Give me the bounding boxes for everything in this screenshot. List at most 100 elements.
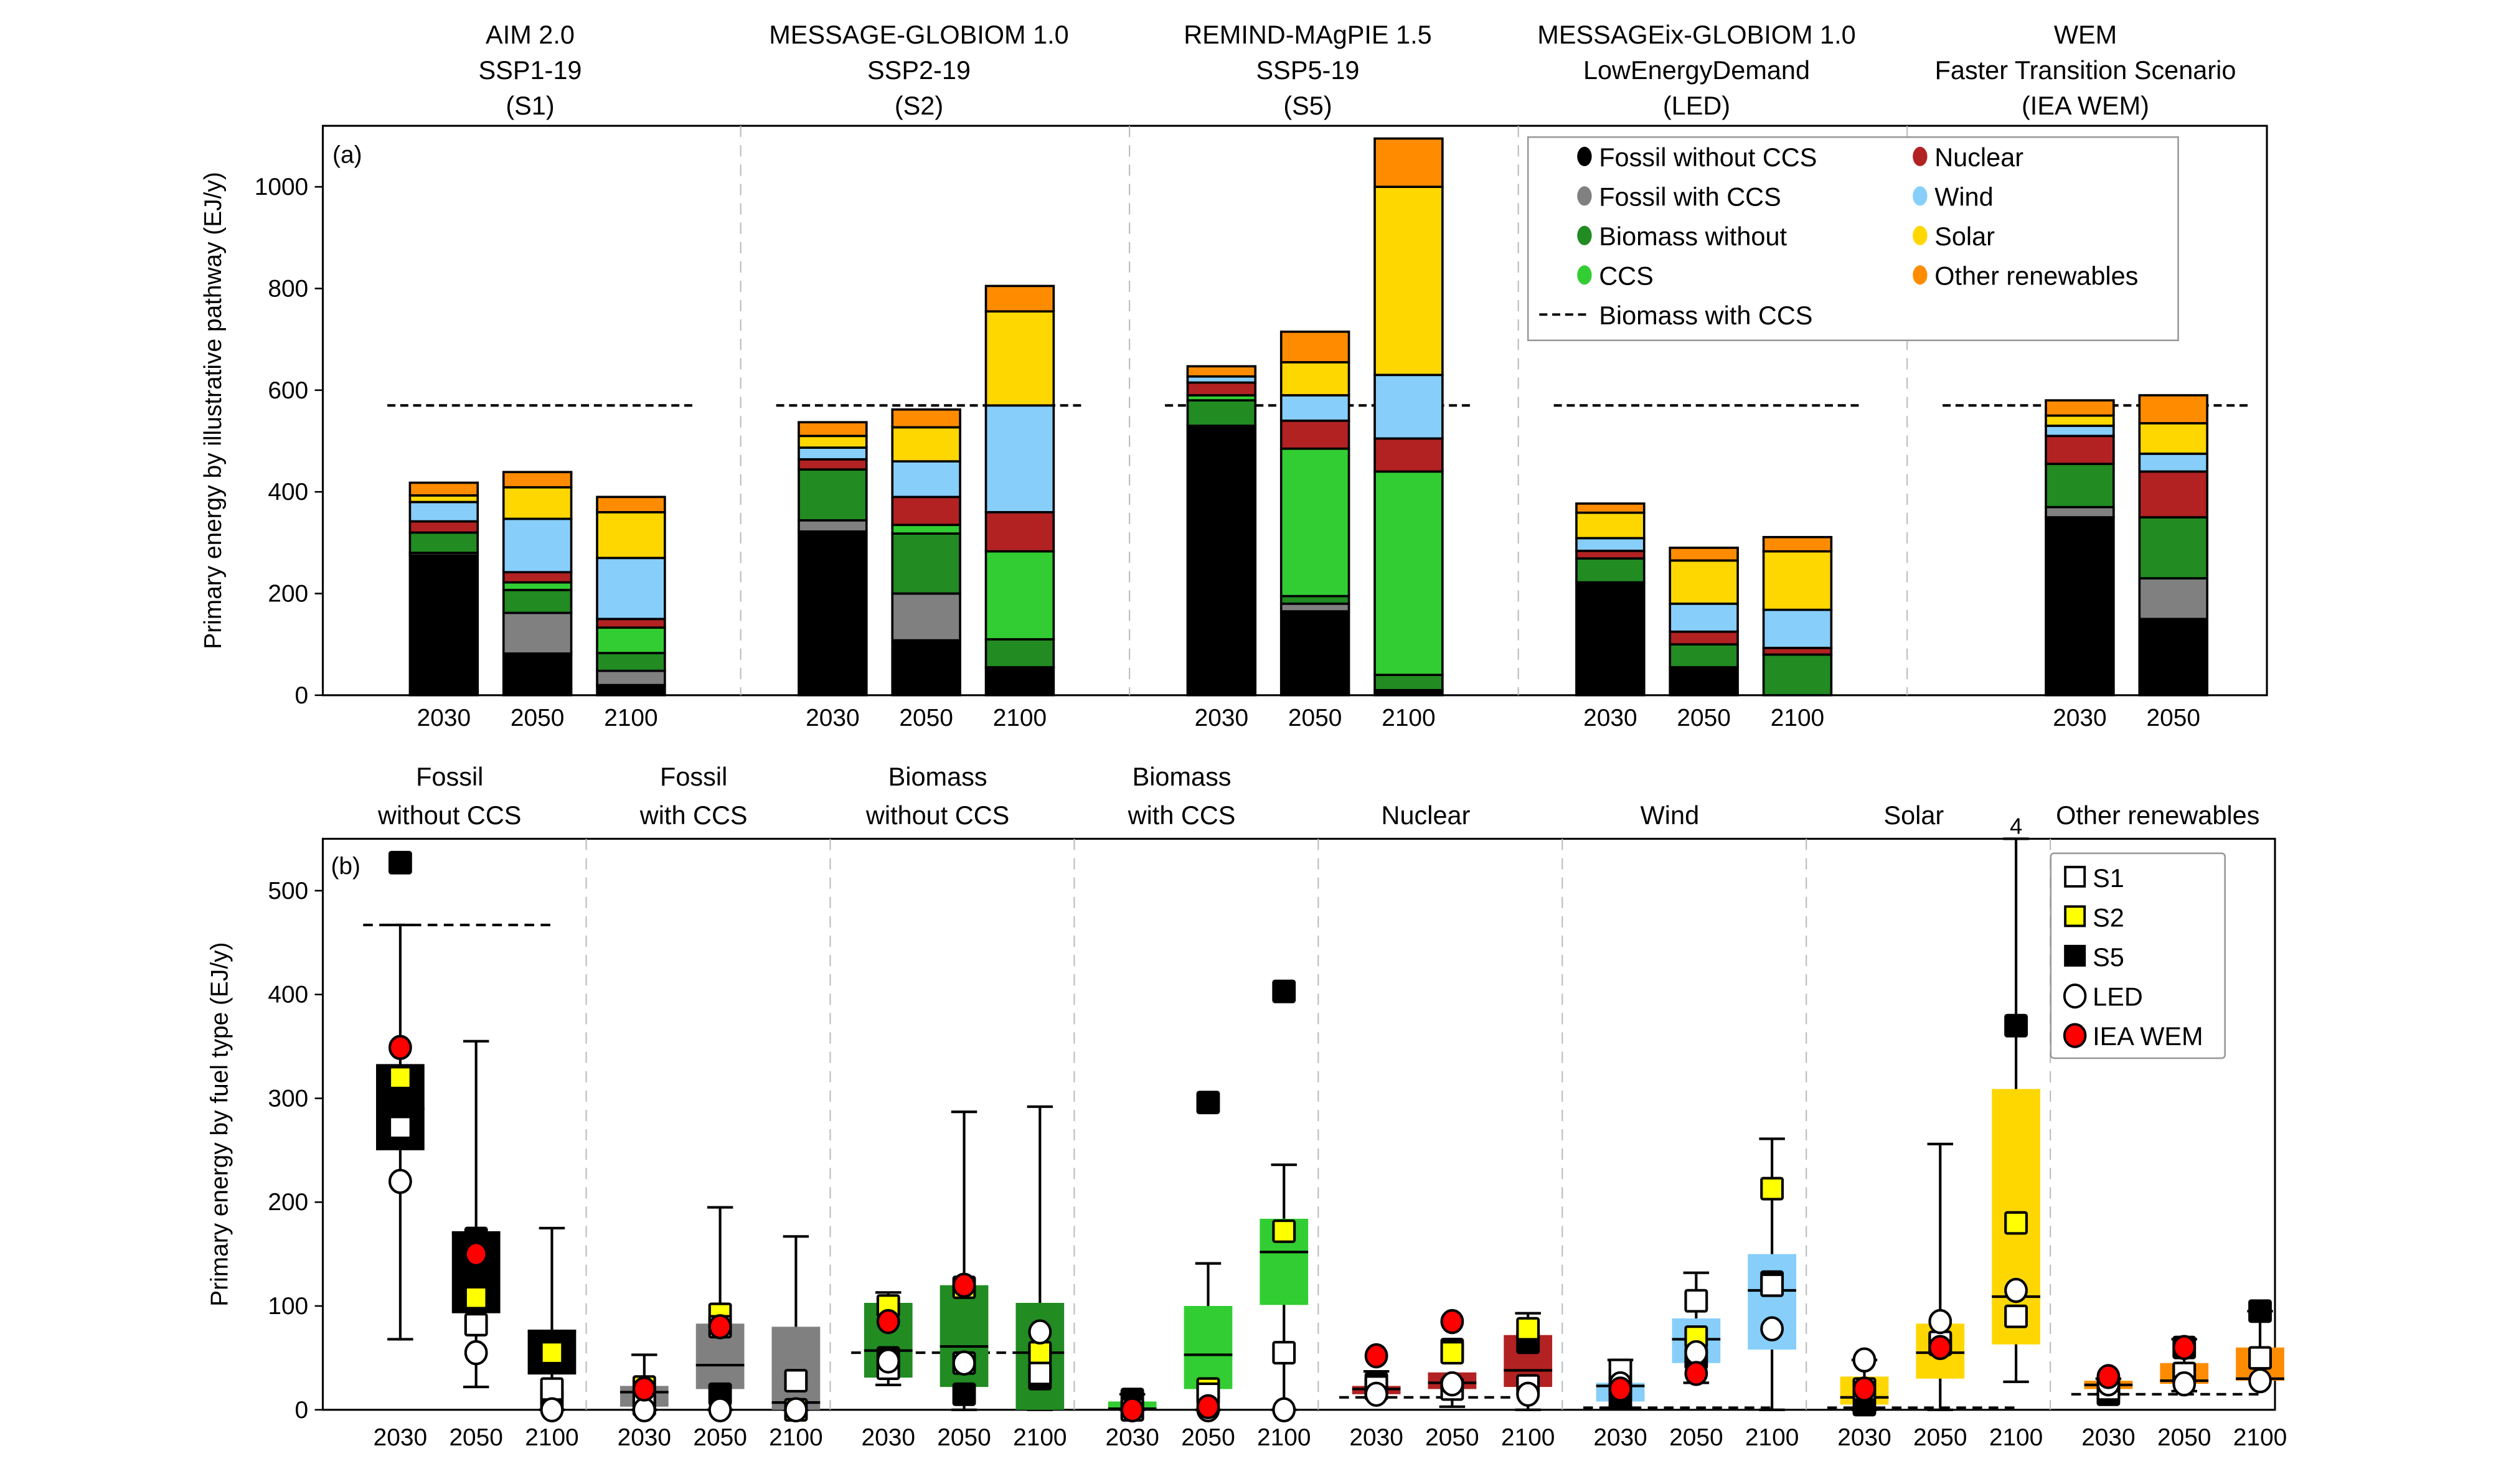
x-tick-label-a: 2030 xyxy=(2053,705,2106,731)
bar-segment-bio_ccs xyxy=(1279,447,1350,598)
legend-label-a: CCS xyxy=(1599,261,1654,290)
legend-label-a: Fossil with CCS xyxy=(1599,182,1781,211)
bar-segment-nuclear xyxy=(596,618,666,629)
legend-label-b: S1 xyxy=(2093,863,2124,893)
legend-marker-icon xyxy=(2064,905,2086,928)
group-title-a: Faster Transition Scenario xyxy=(1935,55,2236,85)
marker-s1 xyxy=(540,1377,564,1401)
x-tick-label-a: 2050 xyxy=(511,705,564,731)
bar-segment-bio_no_ccs xyxy=(798,468,868,522)
bar-segment-bio_no_ccs xyxy=(1762,653,1833,697)
marker-led xyxy=(1272,1397,1296,1423)
marker-wem xyxy=(1440,1308,1464,1335)
x-tick-label-a: 2050 xyxy=(1288,705,1342,731)
marker-led xyxy=(952,1350,976,1376)
x-tick-label-b: 2100 xyxy=(1501,1424,1555,1451)
panel-label-a: (a) xyxy=(332,142,362,169)
group-title-a: MESSAGE-GLOBIOM 1.0 xyxy=(769,20,1068,49)
bar-segment-other xyxy=(596,495,666,514)
bar-segment-other xyxy=(891,408,961,429)
x-tick-label-a: 2050 xyxy=(2146,705,2200,731)
bar-segment-wind xyxy=(2138,453,2208,473)
y-tick-label-b: 0 xyxy=(295,1397,309,1424)
y-tick-label-b: 200 xyxy=(268,1189,308,1216)
y-tick-label-a: 800 xyxy=(268,275,308,302)
bar-segment-solar xyxy=(1575,511,1646,540)
legend-label-b: S5 xyxy=(2093,942,2124,972)
off-scale-annotation: 4 xyxy=(2010,814,2022,839)
marker-led xyxy=(1516,1381,1540,1407)
category-title-b: with CCS xyxy=(639,801,748,830)
x-tick-label-a: 2100 xyxy=(1771,705,1824,731)
legend-dot-icon xyxy=(1577,265,1592,285)
legend-label-b: S2 xyxy=(2093,903,2124,932)
bar-segment-solar xyxy=(891,426,961,463)
legend-dot-icon xyxy=(1913,265,1928,285)
x-tick-label-b: 2050 xyxy=(1913,1424,1967,1451)
marker-s2 xyxy=(1272,1219,1296,1243)
bar-segment-fossil_ccs xyxy=(2138,577,2208,621)
group-title-a: SSP2-19 xyxy=(867,55,971,85)
marker-s1 xyxy=(1028,1361,1052,1386)
bar-segment-nuclear xyxy=(2045,434,2115,466)
bar-segment-bio_no_ccs xyxy=(984,638,1055,669)
legend-label-a: Solar xyxy=(1934,222,1995,251)
bar-segment-solar xyxy=(1762,550,1833,611)
marker-wem xyxy=(876,1308,900,1335)
marker-s2 xyxy=(1516,1317,1540,1341)
bar-segment-other xyxy=(1575,502,1646,514)
y-tick-label-a: 0 xyxy=(295,682,309,709)
legend-dot-icon xyxy=(1913,225,1928,245)
bar-segment-fossil_no_ccs xyxy=(2138,618,2208,697)
bar-segment-solar xyxy=(1373,186,1444,377)
bar-segment-wind xyxy=(408,500,479,523)
bar-segment-bio_no_ccs xyxy=(1575,557,1646,584)
legend-label-a: Fossil without CCS xyxy=(1599,143,1817,172)
x-tick-label-b: 2050 xyxy=(1425,1424,1479,1451)
y-axis-label-b: Primary energy by fuel type (EJ/y) xyxy=(207,942,233,1307)
bar-segment-solar xyxy=(596,511,666,560)
bar-segment-nuclear xyxy=(502,571,573,584)
bar-segment-fossil_ccs xyxy=(798,519,868,533)
group-title-a: (S2) xyxy=(895,91,943,120)
x-tick-label-b: 2030 xyxy=(862,1424,915,1451)
bar-segment-fossil_ccs xyxy=(1279,603,1350,613)
legend-b xyxy=(2050,852,2226,1059)
bar-segment-other xyxy=(502,471,573,489)
group-title-a: MESSAGEix-GLOBIOM 1.0 xyxy=(1537,20,1855,49)
marker-led xyxy=(540,1397,564,1423)
bar-segment-solar xyxy=(798,434,868,449)
marker-s2 xyxy=(1440,1341,1464,1364)
category-title-b: without CCS xyxy=(865,801,1009,830)
marker-led xyxy=(1852,1347,1877,1373)
bar-segment-solar xyxy=(2045,414,2115,427)
bar-segment-other xyxy=(798,421,868,438)
y-tick-label-a: 200 xyxy=(268,580,308,607)
bar-segment-fossil_no_ccs xyxy=(408,554,479,697)
iqr-box xyxy=(1184,1306,1233,1389)
bar-segment-bio_ccs xyxy=(502,581,573,591)
y-tick-label-a: 1000 xyxy=(255,174,308,200)
marker-led xyxy=(388,1168,412,1195)
y-axis-label-a: Primary energy by illustrative pathway (… xyxy=(200,172,227,649)
marker-s1 xyxy=(1684,1289,1708,1313)
marker-wem xyxy=(2096,1364,2121,1389)
bar-segment-fossil_no_ccs xyxy=(596,683,666,697)
bar-segment-fossil_no_ccs xyxy=(891,639,961,697)
bar-segment-bio_no_ccs xyxy=(2045,463,2115,509)
category-title-b: Other renewables xyxy=(2056,801,2259,830)
legend-label-a: Biomass with CCS xyxy=(1599,301,1812,330)
marker-wem xyxy=(1684,1361,1708,1386)
bar-segment-other xyxy=(1762,536,1833,553)
bar-segment-other xyxy=(1669,547,1739,562)
legend-marker-icon xyxy=(2064,865,2086,888)
bar-segment-nuclear xyxy=(1575,550,1646,560)
bar-segment-nuclear xyxy=(408,520,479,534)
x-tick-label-b: 2050 xyxy=(937,1424,991,1451)
bar-segment-bio_ccs xyxy=(596,626,666,654)
x-tick-label-b: 2100 xyxy=(1989,1424,2043,1451)
category-title-b: with CCS xyxy=(1128,801,1236,830)
bar-segment-nuclear xyxy=(891,495,961,527)
bar-segment-wind xyxy=(1373,373,1444,440)
marker-s1 xyxy=(1760,1273,1784,1297)
